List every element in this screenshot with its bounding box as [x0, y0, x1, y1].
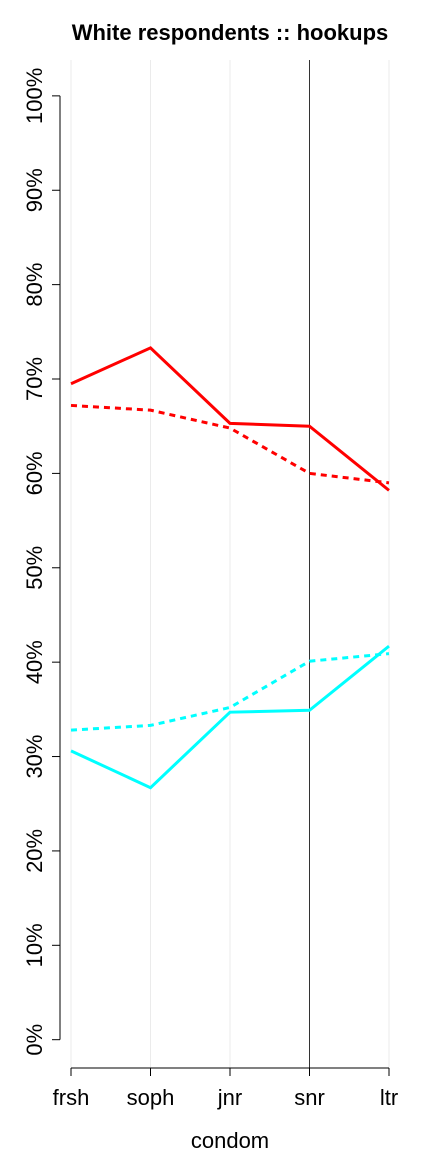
y-tick-label: 100%	[22, 68, 47, 124]
data-line	[70, 403, 390, 485]
y-tick-label: 60%	[22, 451, 47, 495]
x-tick-label: soph	[127, 1085, 175, 1110]
y-tick-label: 70%	[22, 357, 47, 401]
y-tick-label: 80%	[22, 263, 47, 307]
data-line	[70, 644, 390, 790]
x-tick-label: jnr	[217, 1085, 242, 1110]
chart-title: White respondents :: hookups	[72, 20, 389, 45]
x-tick-label: snr	[294, 1085, 325, 1110]
y-tick-label: 20%	[22, 829, 47, 873]
y-tick-label: 0%	[22, 1024, 47, 1056]
y-tick-label: 30%	[22, 735, 47, 779]
x-tick-label: ltr	[380, 1085, 398, 1110]
y-tick-label: 50%	[22, 546, 47, 590]
data-line	[70, 652, 390, 732]
x-axis-label: condom	[191, 1128, 269, 1152]
y-tick-label: 90%	[22, 168, 47, 212]
y-tick-label: 10%	[22, 923, 47, 967]
data-line	[70, 346, 390, 492]
x-tick-label: frsh	[53, 1085, 90, 1110]
y-tick-label: 40%	[22, 640, 47, 684]
